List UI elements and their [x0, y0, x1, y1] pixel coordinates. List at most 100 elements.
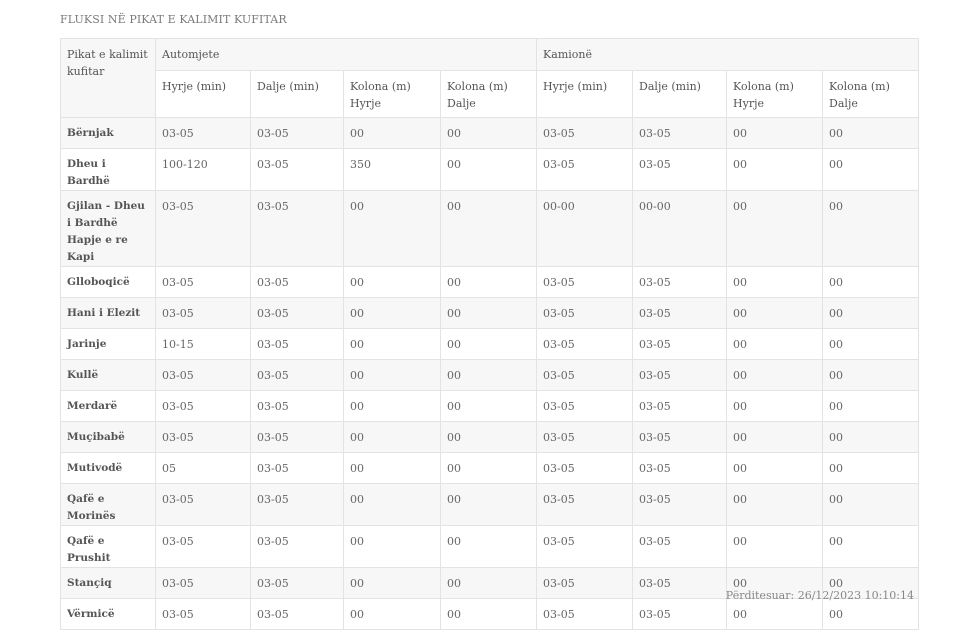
table-cell: 03-05 — [250, 359, 344, 391]
table-cell: 00 — [343, 297, 441, 329]
table-cell: 00 — [726, 483, 824, 526]
table-cell: 00 — [439, 421, 538, 453]
table-cell: 03-05 — [155, 598, 251, 630]
table-row: Glloboqicë 03-05 03-05 00 00 03-05 03-05 00 00 — [60, 266, 920, 298]
table-cell: 03-05 — [536, 297, 634, 329]
table-cell: 00 — [343, 328, 441, 360]
group-header-kamione: Kamionë — [536, 38, 920, 71]
table-cell: 03-05 — [155, 190, 251, 267]
crossing-name: Mutivodë — [60, 452, 156, 484]
table-cell: 03-05 — [250, 190, 344, 267]
crossing-name: Glloboqicë — [60, 266, 156, 298]
table-cell: 00 — [343, 598, 441, 630]
table-row: Stançiq 03-05 03-05 00 00 03-05 03-05 00 00 — [60, 567, 920, 599]
table-cell: 00 — [822, 297, 920, 329]
table-cell: 03-05 — [632, 452, 728, 484]
table-cell: 00 — [343, 525, 441, 568]
crossing-name: Kullë — [60, 359, 156, 391]
table-cell: 00 — [822, 117, 920, 149]
table-cell: 03-05 — [536, 148, 634, 191]
table-cell: 03-05 — [536, 117, 634, 149]
table-cell: 03-05 — [155, 390, 251, 422]
crossing-name: Jarinje — [60, 328, 156, 360]
table-cell: 00 — [822, 359, 920, 391]
table-cell: 00 — [726, 452, 824, 484]
table-cell: 03-05 — [250, 266, 344, 298]
table-cell: 03-05 — [536, 483, 634, 526]
table-cell: 00 — [439, 567, 538, 599]
table-cell: 03-05 — [250, 297, 344, 329]
table-cell: 00 — [822, 567, 920, 599]
table-cell: 03-05 — [632, 525, 728, 568]
table-cell: 03-05 — [155, 117, 251, 149]
table-cell: 00 — [822, 421, 920, 453]
table-cell: 100-120 — [155, 148, 251, 191]
table-cell: 05 — [155, 452, 251, 484]
table-cell: 00 — [439, 328, 538, 360]
table-cell: 00 — [822, 190, 920, 267]
table-row: Mutivodë 05 03-05 00 00 03-05 03-05 00 00 — [60, 452, 920, 484]
table-row: Qafë e Morinës 03-05 03-05 00 00 03-05 03-05 00… — [60, 483, 920, 526]
table-cell: 00 — [439, 525, 538, 568]
table-cell: 03-05 — [155, 266, 251, 298]
table-row: Bërnjak 03-05 03-05 00 00 03-05 03-05 00 00 — [60, 117, 920, 149]
table-cell: 00 — [822, 525, 920, 568]
column-header: Hyrje (min) — [155, 70, 251, 118]
crossing-name: Qafë e Morinës — [60, 483, 156, 526]
table-cell: 00 — [726, 359, 824, 391]
table-cell: 03-05 — [250, 525, 344, 568]
table-cell: 00 — [822, 266, 920, 298]
table-cell: 03-05 — [536, 421, 634, 453]
table-row: Kullë 03-05 03-05 00 00 03-05 03-05 00 00 — [60, 359, 920, 391]
table-cell: 00 — [822, 452, 920, 484]
table-cell: 03-05 — [632, 328, 728, 360]
table-cell: 00 — [822, 483, 920, 526]
table-cell: 00 — [439, 452, 538, 484]
table-cell: 03-05 — [536, 328, 634, 360]
crossing-name: Dheu i Bardhë — [60, 148, 156, 191]
crossing-name: Gjilan - Dheu i Bardhë Hapje e re Kapi — [60, 190, 156, 267]
table-cell: 00 — [726, 567, 824, 599]
table-cell: 03-05 — [250, 328, 344, 360]
table-cell: 03-05 — [632, 359, 728, 391]
table-cell: 03-05 — [250, 452, 344, 484]
table-cell: 00 — [822, 148, 920, 191]
table-cell: 03-05 — [536, 567, 634, 599]
table-row: Hani i Elezit 03-05 03-05 00 00 03-05 03-05 00 0… — [60, 297, 920, 329]
table-cell: 00 — [726, 148, 824, 191]
table-cell: 00 — [726, 525, 824, 568]
column-header: Kolona (m) Dalje — [822, 70, 920, 118]
table-cell: 00 — [726, 598, 824, 630]
table-cell: 03-05 — [155, 567, 251, 599]
table-cell: 03-05 — [632, 297, 728, 329]
table-cell: 00-00 — [536, 190, 634, 267]
table-cell: 00 — [439, 359, 538, 391]
table-cell: 03-05 — [536, 390, 634, 422]
table-cell: 00 — [343, 452, 441, 484]
table-cell: 00 — [439, 297, 538, 329]
table-cell: 03-05 — [632, 390, 728, 422]
crossing-name: Hani i Elezit — [60, 297, 156, 329]
table-cell: 03-05 — [250, 117, 344, 149]
table-cell: 00 — [343, 483, 441, 526]
table-cell: 03-05 — [155, 525, 251, 568]
table-cell: 00 — [726, 117, 824, 149]
table-row: Qafë e Prushit 03-05 03-05 00 00 03-05 03-05 00… — [60, 525, 920, 568]
page-title: FLUKSI NË PIKAT E KALIMIT KUFITAR — [60, 13, 287, 26]
column-header: Hyrje (min) — [536, 70, 634, 118]
table-cell: 00 — [726, 421, 824, 453]
table-cell: 00 — [822, 598, 920, 630]
table-row: Merdarë 03-05 03-05 00 00 03-05 03-05 00 00 — [60, 390, 920, 422]
column-header: Kolona (m) Hyrje — [726, 70, 824, 118]
table-cell: 03-05 — [536, 266, 634, 298]
table-cell: 00 — [439, 483, 538, 526]
table-cell: 00-00 — [632, 190, 728, 267]
table-cell: 00 — [726, 266, 824, 298]
table-cell: 03-05 — [155, 297, 251, 329]
table-cell: 00 — [343, 359, 441, 391]
table-cell: 00 — [343, 266, 441, 298]
crossing-name: Vërmicë — [60, 598, 156, 630]
table-cell: 03-05 — [632, 483, 728, 526]
table-cell: 03-05 — [632, 148, 728, 191]
table-cell: 03-05 — [250, 483, 344, 526]
